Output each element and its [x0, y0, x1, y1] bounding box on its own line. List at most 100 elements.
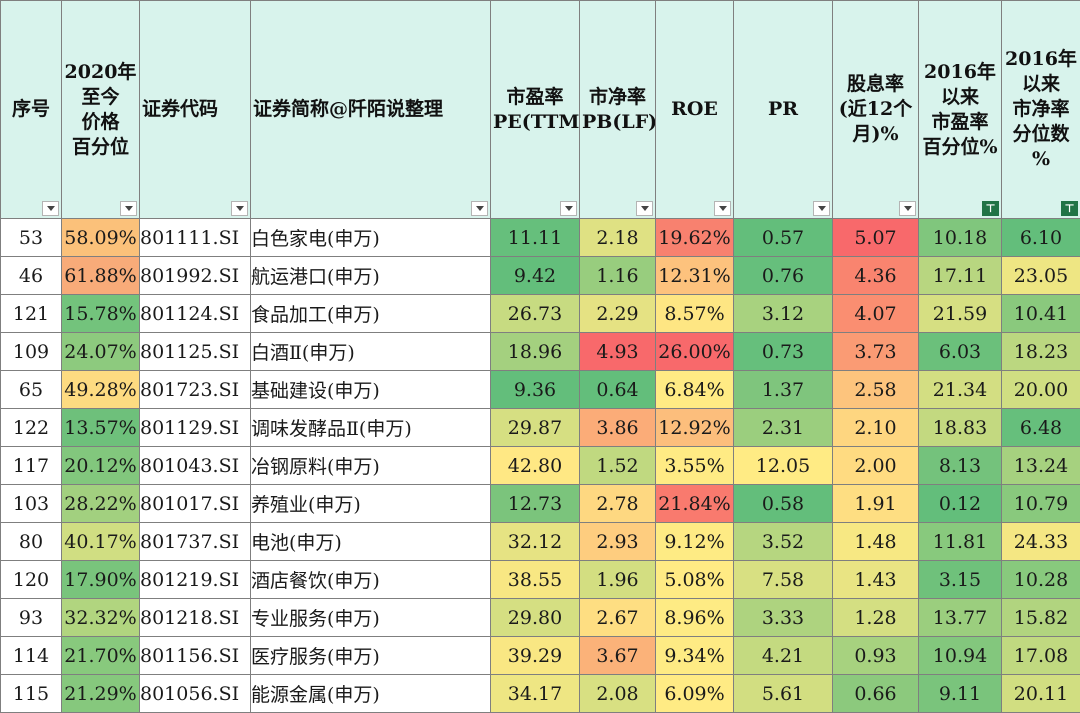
cell-roe[interactable]: 12.31% — [656, 257, 734, 295]
cell-pe[interactable]: 32.12 — [491, 523, 580, 561]
cell-pb_pct[interactable]: 18.23 — [1002, 333, 1080, 371]
cell-seq[interactable]: 109 — [1, 333, 62, 371]
cell-seq[interactable]: 120 — [1, 561, 62, 599]
filter-active-icon[interactable]: ⊤ — [982, 201, 999, 216]
cell-roe[interactable]: 21.84% — [656, 485, 734, 523]
cell-pe[interactable]: 29.80 — [491, 599, 580, 637]
cell-pb_pct[interactable]: 20.00 — [1002, 371, 1080, 409]
cell-roe[interactable]: 6.84% — [656, 371, 734, 409]
cell-pr[interactable]: 0.58 — [734, 485, 833, 523]
cell-roe[interactable]: 5.08% — [656, 561, 734, 599]
cell-price_pct[interactable]: 20.12% — [62, 447, 140, 485]
cell-div[interactable]: 1.43 — [833, 561, 919, 599]
cell-pb_pct[interactable]: 24.33 — [1002, 523, 1080, 561]
cell-pb_pct[interactable]: 20.11 — [1002, 675, 1080, 713]
cell-pb[interactable]: 2.18 — [580, 219, 656, 257]
cell-pr[interactable]: 3.12 — [734, 295, 833, 333]
cell-pe_pct[interactable]: 8.13 — [919, 447, 1002, 485]
cell-pb[interactable]: 2.78 — [580, 485, 656, 523]
cell-price_pct[interactable]: 21.29% — [62, 675, 140, 713]
cell-name[interactable]: 养殖业(申万) — [251, 485, 491, 523]
cell-roe[interactable]: 6.09% — [656, 675, 734, 713]
cell-pb[interactable]: 1.96 — [580, 561, 656, 599]
cell-pe[interactable]: 39.29 — [491, 637, 580, 675]
cell-code[interactable]: 801218.SI — [140, 599, 251, 637]
cell-pb_pct[interactable]: 10.41 — [1002, 295, 1080, 333]
cell-pb_pct[interactable]: 10.28 — [1002, 561, 1080, 599]
cell-div[interactable]: 0.66 — [833, 675, 919, 713]
dropdown-arrow-icon[interactable] — [471, 201, 488, 216]
cell-price_pct[interactable]: 40.17% — [62, 523, 140, 561]
cell-code[interactable]: 801125.SI — [140, 333, 251, 371]
cell-roe[interactable]: 8.57% — [656, 295, 734, 333]
cell-pr[interactable]: 2.31 — [734, 409, 833, 447]
cell-name[interactable]: 白酒Ⅱ(申万) — [251, 333, 491, 371]
cell-pe[interactable]: 9.36 — [491, 371, 580, 409]
cell-pb[interactable]: 1.16 — [580, 257, 656, 295]
cell-seq[interactable]: 103 — [1, 485, 62, 523]
dropdown-arrow-icon[interactable] — [714, 201, 731, 216]
cell-pb_pct[interactable]: 15.82 — [1002, 599, 1080, 637]
cell-price_pct[interactable]: 58.09% — [62, 219, 140, 257]
cell-pe_pct[interactable]: 18.83 — [919, 409, 1002, 447]
cell-name[interactable]: 电池(申万) — [251, 523, 491, 561]
cell-pe[interactable]: 34.17 — [491, 675, 580, 713]
cell-pe_pct[interactable]: 9.11 — [919, 675, 1002, 713]
cell-pe[interactable]: 42.80 — [491, 447, 580, 485]
cell-code[interactable]: 801992.SI — [140, 257, 251, 295]
cell-seq[interactable]: 80 — [1, 523, 62, 561]
cell-div[interactable]: 2.10 — [833, 409, 919, 447]
cell-price_pct[interactable]: 32.32% — [62, 599, 140, 637]
cell-pb[interactable]: 0.64 — [580, 371, 656, 409]
cell-pe[interactable]: 26.73 — [491, 295, 580, 333]
cell-pe_pct[interactable]: 10.18 — [919, 219, 1002, 257]
cell-pe_pct[interactable]: 0.12 — [919, 485, 1002, 523]
cell-code[interactable]: 801056.SI — [140, 675, 251, 713]
cell-pe_pct[interactable]: 11.81 — [919, 523, 1002, 561]
cell-pr[interactable]: 0.73 — [734, 333, 833, 371]
cell-div[interactable]: 2.00 — [833, 447, 919, 485]
cell-div[interactable]: 2.58 — [833, 371, 919, 409]
cell-pe[interactable]: 38.55 — [491, 561, 580, 599]
cell-pb_pct[interactable]: 6.10 — [1002, 219, 1080, 257]
cell-pr[interactable]: 12.05 — [734, 447, 833, 485]
cell-price_pct[interactable]: 13.57% — [62, 409, 140, 447]
dropdown-arrow-icon[interactable] — [636, 201, 653, 216]
cell-pr[interactable]: 3.33 — [734, 599, 833, 637]
cell-name[interactable]: 冶钢原料(申万) — [251, 447, 491, 485]
cell-code[interactable]: 801723.SI — [140, 371, 251, 409]
cell-name[interactable]: 食品加工(申万) — [251, 295, 491, 333]
cell-pb_pct[interactable]: 23.05 — [1002, 257, 1080, 295]
cell-name[interactable]: 能源金属(申万) — [251, 675, 491, 713]
dropdown-arrow-icon[interactable] — [560, 201, 577, 216]
cell-price_pct[interactable]: 28.22% — [62, 485, 140, 523]
cell-div[interactable]: 5.07 — [833, 219, 919, 257]
cell-pe[interactable]: 18.96 — [491, 333, 580, 371]
cell-pb[interactable]: 3.67 — [580, 637, 656, 675]
cell-code[interactable]: 801219.SI — [140, 561, 251, 599]
cell-div[interactable]: 4.36 — [833, 257, 919, 295]
cell-pb[interactable]: 2.29 — [580, 295, 656, 333]
cell-pb[interactable]: 2.08 — [580, 675, 656, 713]
cell-code[interactable]: 801017.SI — [140, 485, 251, 523]
cell-pb[interactable]: 2.93 — [580, 523, 656, 561]
cell-price_pct[interactable]: 15.78% — [62, 295, 140, 333]
cell-roe[interactable]: 9.12% — [656, 523, 734, 561]
cell-pe_pct[interactable]: 13.77 — [919, 599, 1002, 637]
cell-div[interactable]: 1.91 — [833, 485, 919, 523]
cell-pb[interactable]: 4.93 — [580, 333, 656, 371]
cell-seq[interactable]: 53 — [1, 219, 62, 257]
cell-name[interactable]: 基础建设(申万) — [251, 371, 491, 409]
cell-code[interactable]: 801124.SI — [140, 295, 251, 333]
cell-seq[interactable]: 114 — [1, 637, 62, 675]
cell-roe[interactable]: 19.62% — [656, 219, 734, 257]
cell-seq[interactable]: 121 — [1, 295, 62, 333]
cell-pb[interactable]: 3.86 — [580, 409, 656, 447]
cell-code[interactable]: 801129.SI — [140, 409, 251, 447]
cell-name[interactable]: 航运港口(申万) — [251, 257, 491, 295]
cell-pb[interactable]: 1.52 — [580, 447, 656, 485]
cell-pb_pct[interactable]: 6.48 — [1002, 409, 1080, 447]
cell-pe_pct[interactable]: 3.15 — [919, 561, 1002, 599]
cell-pe[interactable]: 11.11 — [491, 219, 580, 257]
cell-price_pct[interactable]: 49.28% — [62, 371, 140, 409]
